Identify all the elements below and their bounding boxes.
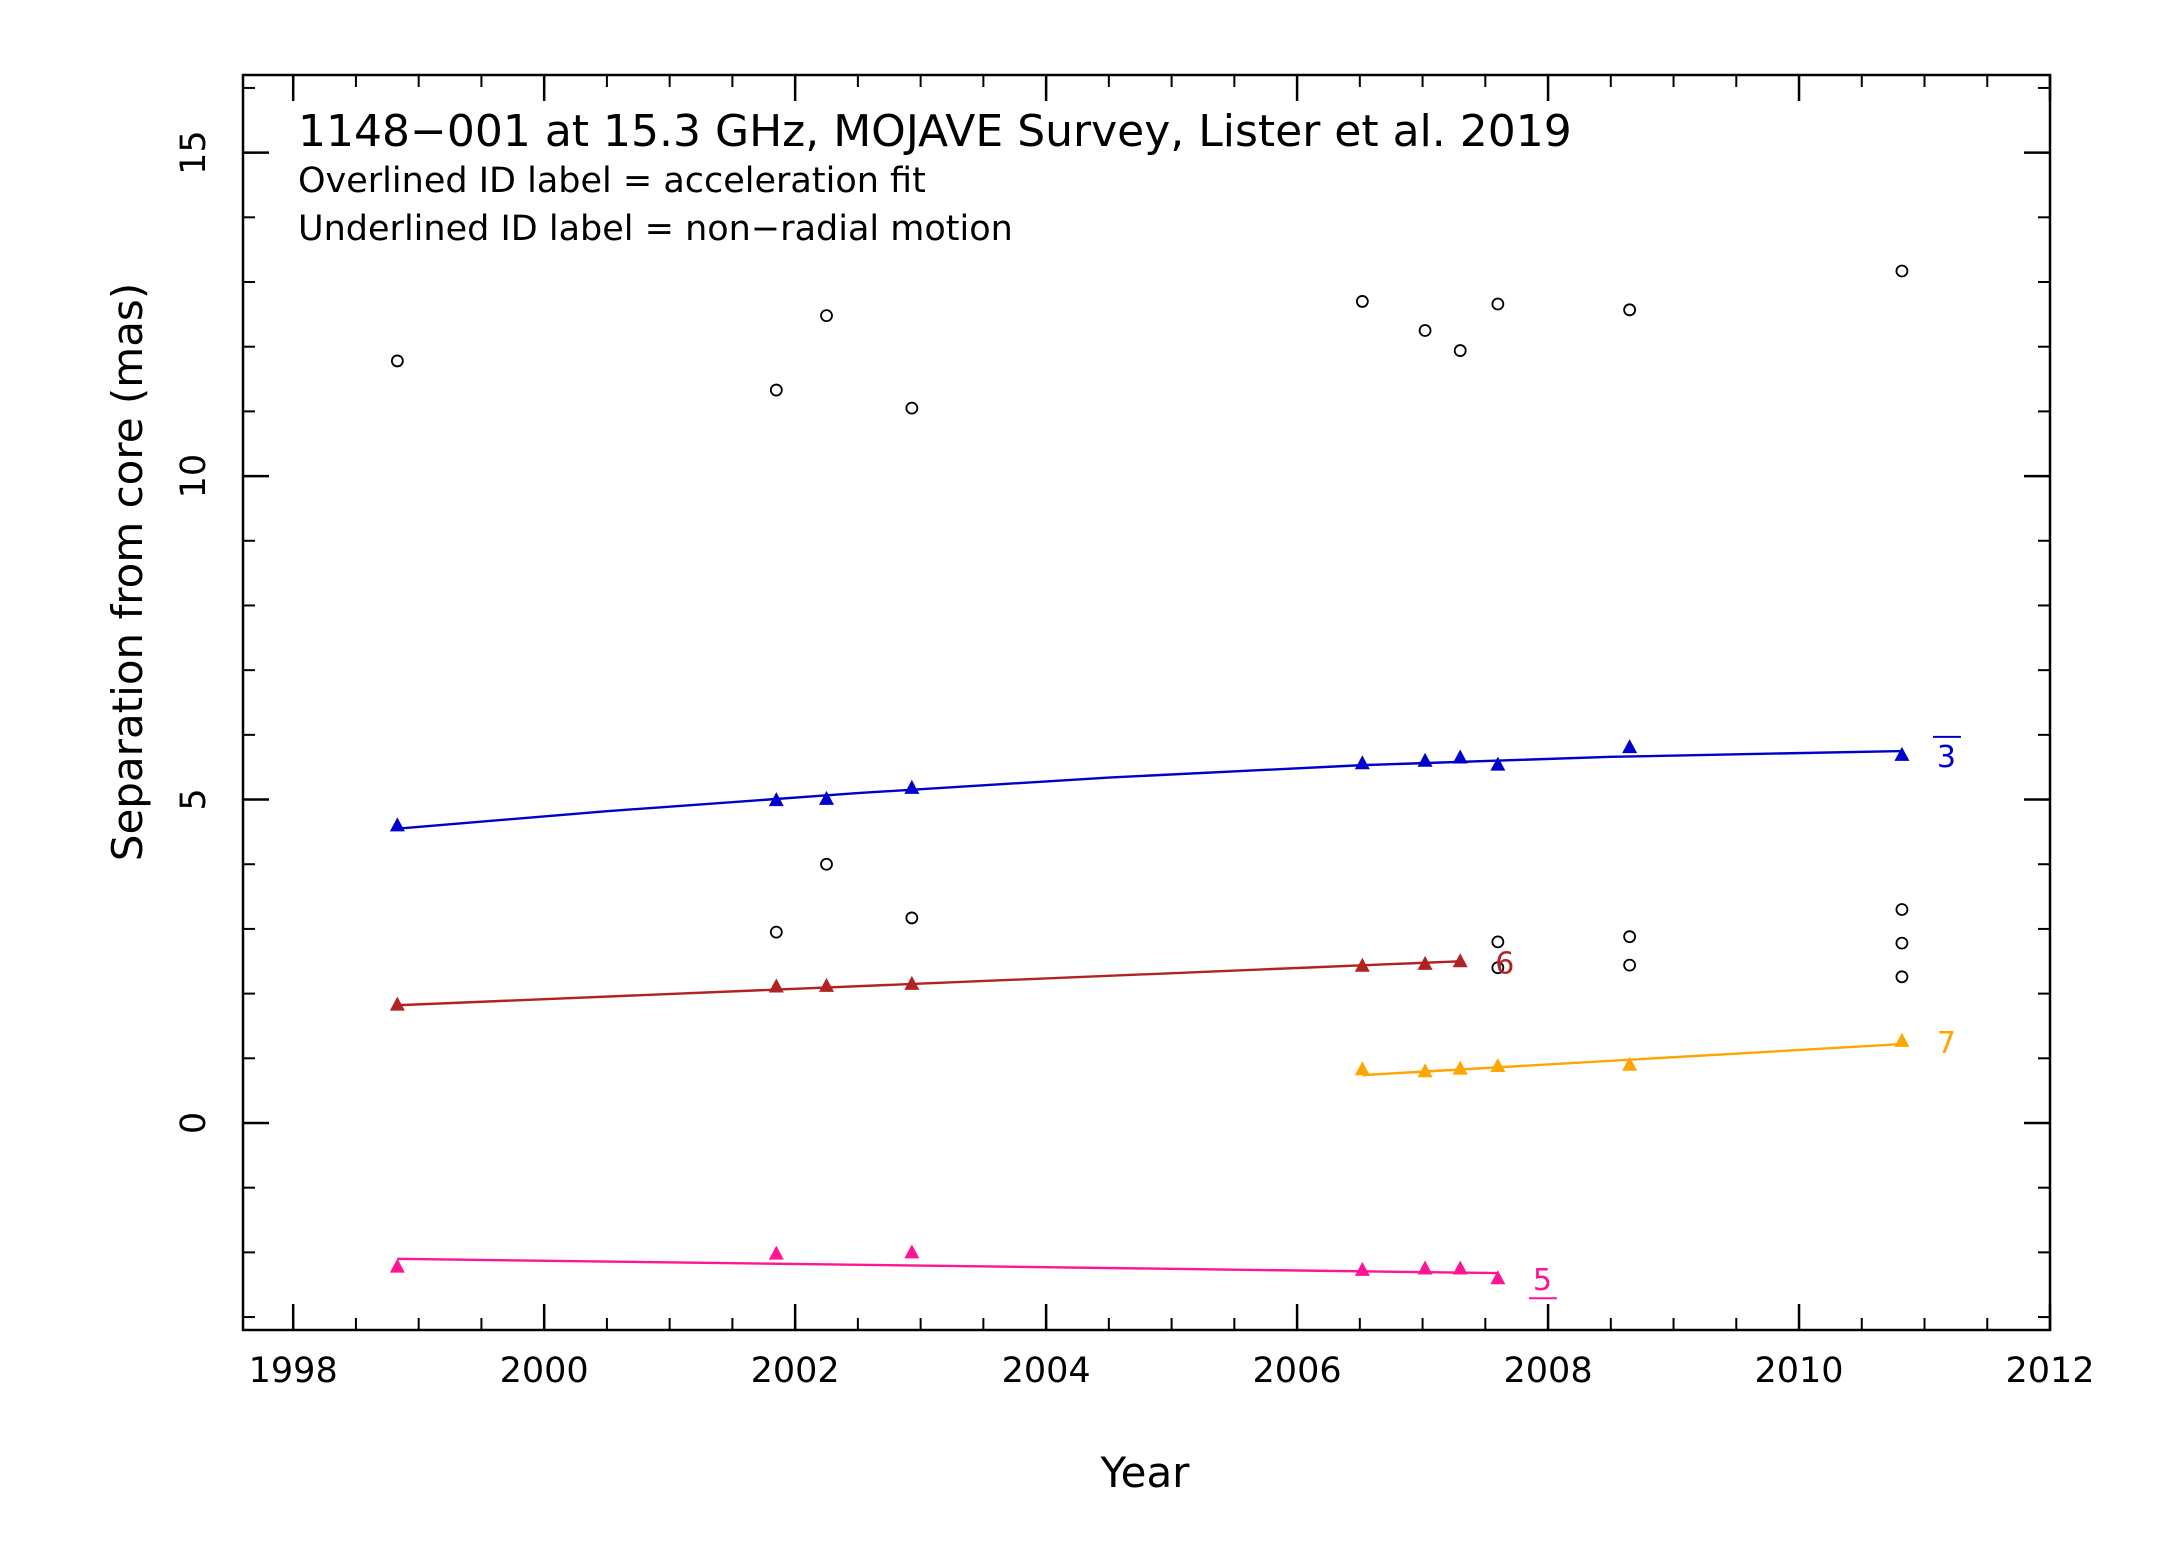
data-point-6 [904,975,920,990]
x-tick-label: 2010 [1754,1351,1843,1391]
unassociated-point [1623,303,1637,317]
x-tick-label: 1998 [249,1351,338,1391]
unassociated-point [1453,344,1467,357]
unassociated-point [1491,961,1505,975]
fit-line-7 [1362,1042,1902,1077]
series-id-labels: 3 6 7 5 [1495,735,1961,1300]
unassociated-point [1623,958,1637,972]
data-point-6 [1417,955,1433,970]
unassociated-point [1895,970,1909,984]
unassociated-point [1418,324,1432,337]
data-point-7 [1894,1032,1910,1047]
fit-line-5 [397,1257,1498,1275]
data-point-6 [1354,957,1370,972]
unassociated-point [905,401,919,415]
data-point-5 [904,1244,920,1259]
data-point-5 [1490,1270,1506,1285]
data-point-3 [1622,739,1638,754]
data-point-6 [1452,953,1468,968]
data-point-7 [1490,1058,1506,1073]
unassociated-point [1623,930,1637,944]
unassociated-point [1895,903,1909,916]
y-axis-label: Separation from core (mas) [103,283,152,861]
y-tick-label: 0 [174,1112,214,1134]
data-markers [389,264,1910,1285]
data-point-5 [1452,1260,1468,1275]
unassociated-point [390,354,404,368]
x-tick-label: 2000 [500,1351,589,1391]
plot-frame [241,73,2052,1332]
unassociated-point [1895,936,1909,950]
data-point-7 [1622,1056,1638,1071]
unassociated-point [820,857,833,871]
data-point-3 [1894,746,1910,761]
x-axis-label: Year [1100,1448,1191,1497]
data-point-3 [1354,755,1370,770]
chart-subtitle-2: Underlined ID label = non−radial motion [298,209,1013,249]
data-point-5 [1417,1260,1433,1275]
fit-lines [397,749,1902,1275]
data-point-5 [389,1258,405,1273]
data-point-7 [1417,1063,1433,1078]
data-point-6 [768,978,784,993]
unassociated-point [820,309,833,323]
y-tick-labels: 0 5 10 15 [174,130,214,1134]
data-point-3 [1417,752,1433,767]
data-point-3 [1452,749,1468,764]
y-tick-label: 5 [174,788,214,810]
unassociated-point [769,925,783,939]
x-tick-label: 2004 [1002,1351,1091,1391]
data-point-7 [1452,1060,1468,1075]
series-label-6: 6 [1495,946,1514,981]
series-label-5: 5 [1533,1263,1552,1298]
x-tick-label: 2008 [1504,1351,1593,1391]
unassociated-point [1491,297,1505,311]
x-tick-label: 2002 [751,1351,840,1391]
data-point-6 [389,996,405,1011]
axis-ticks [243,75,2052,1330]
series-label-7: 7 [1937,1026,1956,1061]
chart-subtitle-1: Overlined ID label = acceleration fit [298,161,926,201]
y-tick-label: 10 [174,454,214,499]
data-point-6 [819,977,835,992]
x-tick-label: 2006 [1253,1351,1342,1391]
unassociated-point [1491,935,1505,949]
fit-line-3 [397,749,1902,830]
data-point-3 [819,790,835,805]
data-point-5 [768,1245,784,1260]
data-point-5 [1354,1261,1370,1276]
series-label-3: 3 [1937,740,1956,775]
x-tick-label: 2012 [2005,1351,2094,1391]
unassociated-point [905,911,919,925]
data-point-3 [768,792,784,807]
unassociated-point [769,383,783,397]
data-point-3 [389,817,405,832]
chart-title: 1148−001 at 15.3 GHz, MOJAVE Survey, Lis… [298,106,1572,157]
y-tick-label: 15 [174,130,214,175]
unassociated-point [1355,295,1369,308]
data-point-3 [1490,756,1506,771]
fit-line-6 [397,960,1461,1007]
data-point-7 [1354,1061,1370,1076]
unassociated-point [1895,264,1909,278]
x-tick-labels: 1998 2000 2002 2004 2006 2008 2010 2012 [249,1351,2095,1391]
data-point-3 [904,779,920,794]
